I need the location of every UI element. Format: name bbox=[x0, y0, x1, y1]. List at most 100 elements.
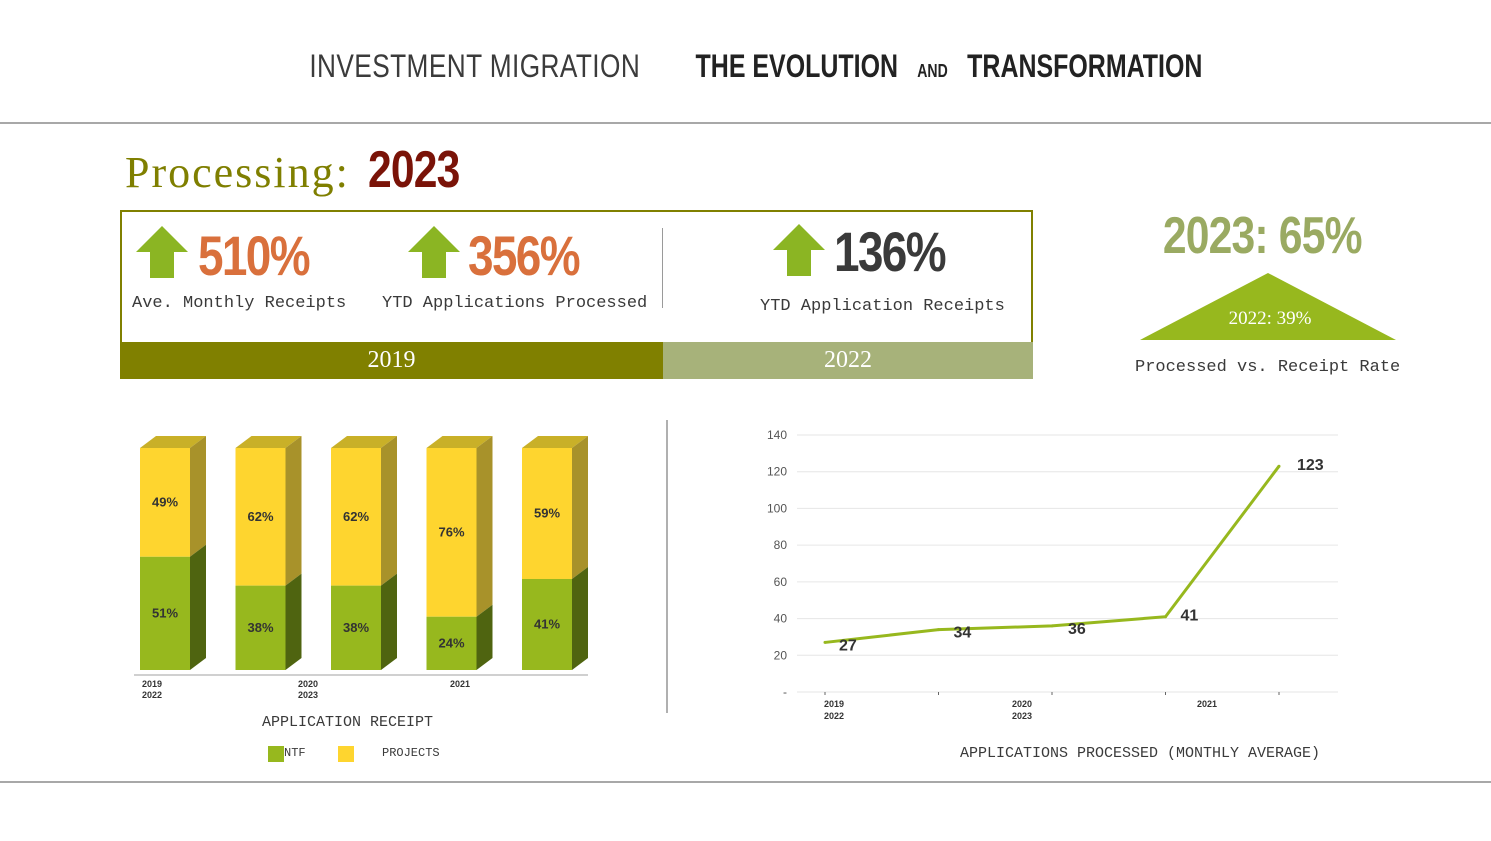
line-y-tick: 80 bbox=[774, 538, 788, 552]
line-x-tick: 2022 bbox=[824, 711, 844, 721]
bar-ntf bbox=[140, 556, 190, 670]
page-header: INVESTMENT MIGRATION THE EVOLUTION AND T… bbox=[0, 48, 1491, 91]
applications-processed-chart: 140 120 100 80 60 40 20 - 27 34 36 41 123 2019 2022 202… bbox=[767, 428, 1338, 721]
line-point bbox=[937, 628, 940, 632]
line-x-tick: 2021 bbox=[1197, 699, 1217, 709]
line-data-label: 41 bbox=[1181, 608, 1199, 625]
stats-divider bbox=[662, 228, 663, 308]
charts-separator bbox=[666, 420, 668, 713]
bar-label-projects: 76% bbox=[438, 524, 464, 539]
band-2019: 2019 bbox=[120, 342, 663, 379]
line-x-tick: 2019 bbox=[824, 699, 844, 709]
bar-label-projects: 62% bbox=[343, 509, 369, 524]
line-data-label: 36 bbox=[1068, 621, 1086, 638]
stat-3-label: YTD Application Receipts bbox=[760, 297, 1005, 316]
stat-1-arrow bbox=[136, 226, 188, 283]
bar-ntf bbox=[522, 578, 572, 670]
bar-label-projects: 59% bbox=[534, 505, 560, 520]
line-point bbox=[1164, 615, 1167, 619]
bar-side-ntf bbox=[476, 604, 493, 670]
rate-2023-text: 2023: 65% bbox=[1163, 207, 1363, 265]
line-y-tick: 140 bbox=[767, 428, 787, 442]
bar-x-tick: 2022 bbox=[142, 690, 162, 700]
section-year: 2023 bbox=[368, 141, 460, 199]
legend-label-projects: PROJECTS bbox=[382, 746, 440, 760]
header-title-bold-2: TRANSFORMATION bbox=[967, 48, 1203, 84]
bar-projects bbox=[426, 448, 477, 617]
stat-1-value: 510% bbox=[198, 224, 311, 287]
bar-side-projects bbox=[572, 436, 588, 579]
header-title-bold-1: THE EVOLUTION bbox=[695, 48, 898, 84]
section-label: Processing: bbox=[125, 148, 350, 197]
line-x-tick: 2023 bbox=[1012, 711, 1032, 721]
rate-2022-text: 2022: 39% bbox=[1229, 308, 1312, 329]
line-data-label: 123 bbox=[1297, 457, 1324, 474]
rate-2023: 2023: 65% bbox=[1135, 206, 1390, 266]
line-y-tick: 120 bbox=[767, 465, 787, 479]
bar-label-projects: 62% bbox=[247, 509, 273, 524]
bar-label-ntf: 41% bbox=[534, 616, 560, 631]
bar-side-projects bbox=[476, 436, 493, 617]
section-title: Processing: 2023 bbox=[125, 140, 480, 200]
top-rule bbox=[0, 122, 1491, 124]
header-title-light: INVESTMENT MIGRATION bbox=[309, 48, 641, 84]
bar-side-ntf bbox=[285, 573, 302, 670]
bar-side-ntf bbox=[190, 544, 206, 670]
line-series bbox=[824, 465, 1281, 644]
bar-ntf bbox=[426, 616, 477, 670]
legend-swatch-projects bbox=[338, 746, 354, 762]
legend-label-ntf: NTF bbox=[284, 746, 306, 760]
bar-side-ntf bbox=[572, 566, 588, 670]
line-y-tick: 40 bbox=[774, 612, 788, 626]
line-y-tick: 100 bbox=[767, 501, 787, 515]
stat-2-arrow bbox=[408, 226, 460, 283]
line-point bbox=[823, 640, 827, 644]
bar-label-ntf: 51% bbox=[152, 605, 178, 620]
stat-3-value: 136% bbox=[834, 220, 947, 283]
bar-side-projects bbox=[381, 436, 397, 586]
line-y-tick: 20 bbox=[774, 648, 788, 662]
bar-x-tick: 2019 bbox=[142, 679, 162, 689]
bar-side-ntf bbox=[381, 573, 397, 670]
up-arrow-icon bbox=[136, 226, 188, 278]
line-data-label: 27 bbox=[839, 637, 857, 654]
bar-side-projects bbox=[285, 436, 302, 586]
bar-top-face bbox=[140, 436, 206, 448]
bar-projects bbox=[140, 448, 190, 557]
bar-side-projects bbox=[190, 436, 206, 557]
up-arrow-icon bbox=[408, 226, 460, 278]
line-data-label: 34 bbox=[954, 625, 972, 642]
bar-x-tick: 2023 bbox=[298, 690, 318, 700]
line-point bbox=[1277, 464, 1281, 468]
bar-label-ntf: 38% bbox=[343, 620, 369, 635]
header-title-small: AND bbox=[917, 61, 948, 81]
line-y-tick: - bbox=[783, 685, 787, 699]
stat-2-value: 356% bbox=[468, 224, 581, 287]
stat-3-arrow bbox=[773, 224, 825, 281]
bar-top-face bbox=[426, 436, 493, 448]
line-y-tick: 60 bbox=[774, 575, 788, 589]
bar-x-tick: 2020 bbox=[298, 679, 318, 689]
bar-label-ntf: 38% bbox=[247, 620, 273, 635]
rate-caption: Processed vs. Receipt Rate bbox=[1135, 358, 1401, 377]
bar-projects bbox=[331, 448, 381, 586]
line-point bbox=[1050, 624, 1054, 628]
line-chart-title: APPLICATIONS PROCESSED (MONTHLY AVERAGE) bbox=[960, 745, 1321, 762]
bar-ntf bbox=[235, 585, 286, 670]
bar-top-face bbox=[235, 436, 302, 448]
bar-top-face bbox=[522, 436, 588, 448]
bar-projects bbox=[235, 448, 286, 586]
rate-triangle: 2022: 39% bbox=[1140, 273, 1396, 340]
stat-2-label: YTD Applications Processed bbox=[382, 294, 648, 313]
bar-chart-title: APPLICATION RECEIPT bbox=[262, 714, 434, 731]
stat-1-label: Ave. Monthly Receipts bbox=[132, 294, 347, 313]
up-arrow-icon bbox=[773, 224, 825, 276]
bar-ntf bbox=[331, 585, 381, 670]
bar-label-projects: 49% bbox=[152, 494, 178, 509]
line-x-tick: 2020 bbox=[1012, 699, 1032, 709]
legend-swatch-ntf bbox=[268, 746, 284, 762]
bar-label-ntf: 24% bbox=[438, 635, 464, 650]
bar-projects bbox=[522, 448, 572, 579]
bar-x-tick: 2021 bbox=[450, 679, 470, 689]
